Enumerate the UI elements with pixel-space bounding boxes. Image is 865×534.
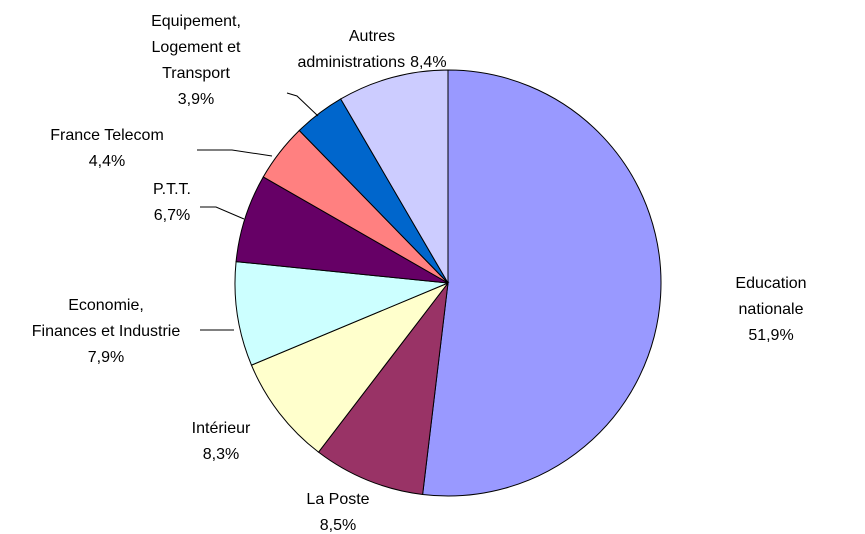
value-label: 4,4% [88, 153, 126, 170]
slice-label: France Telecom 4,4% [50, 123, 164, 175]
value-label: 8,5% [319, 517, 357, 534]
leader-line [286, 92, 319, 117]
slice-label: Equipement, Logement et Transport 3,9% [151, 9, 241, 113]
pie-slice [250, 281, 450, 453]
category-label: Intérieur [191, 420, 251, 437]
category-label: France Telecom [50, 127, 164, 144]
slice-label: Intérieur 8,3% [192, 416, 251, 468]
slice-label: Autres administrations 8,4% [297, 24, 446, 76]
pie-slice [340, 69, 449, 285]
leader-line [200, 206, 245, 220]
value-label: 3,9% [177, 91, 215, 108]
pie-slice [317, 281, 449, 496]
value-label: 51,9% [748, 327, 794, 344]
value-label: 7,9% [87, 349, 125, 366]
value-label: 6,7% [153, 207, 191, 224]
slice-label: P.T.T. 6,7% [153, 177, 191, 229]
slices [234, 69, 662, 497]
category-label: Economie, Finances et Industrie [31, 297, 181, 340]
value-label: 8,3% [202, 446, 240, 463]
leader-lines [197, 92, 319, 331]
pie-slice [234, 261, 449, 366]
category-label: Autres administrations [297, 28, 406, 71]
pie-slice [422, 69, 662, 497]
category-label: P.T.T. [153, 181, 191, 198]
category-label: Education nationale [735, 275, 807, 318]
category-label: Equipement, Logement et Transport [151, 13, 241, 82]
slice-label: La Poste 8,5% [306, 487, 369, 534]
category-label: La Poste [306, 491, 370, 508]
leader-line [197, 149, 273, 157]
value-label: 8,4% [410, 54, 447, 71]
slice-label: Education nationale 51,9% [724, 271, 818, 349]
slice-label: Economie, Finances et Industrie 7,9% [32, 293, 181, 371]
